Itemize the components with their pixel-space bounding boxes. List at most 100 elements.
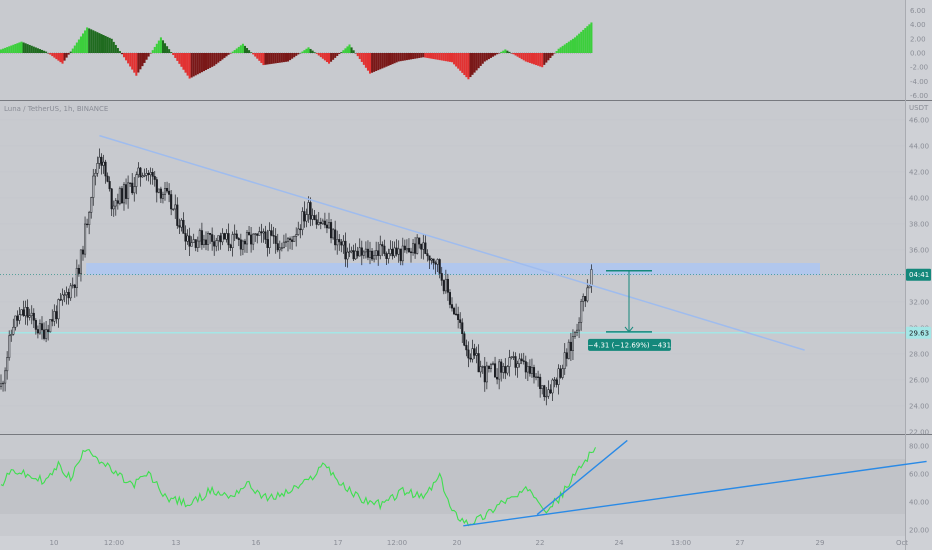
candle-body [586, 287, 589, 302]
histogram-bar [145, 53, 148, 60]
histogram-bar [55, 53, 58, 60]
histogram-bar [168, 49, 171, 53]
candle-body [332, 229, 335, 239]
histogram-bar [508, 51, 511, 53]
rsi-band [0, 459, 905, 514]
candle-body [450, 304, 454, 309]
oscillator-pane[interactable] [0, 0, 905, 100]
histogram-bar [375, 53, 378, 72]
candle-body [43, 329, 46, 339]
histogram-bar [215, 53, 218, 65]
candle-body [90, 197, 93, 213]
histogram-bar [571, 38, 574, 53]
candle-body [127, 182, 130, 199]
candle-body [96, 163, 99, 174]
candle-body [317, 222, 320, 225]
symbol-title[interactable]: Luna / TetherUS, 1h, BINANCE [4, 105, 108, 113]
support-zone[interactable] [86, 263, 821, 275]
candle-body [578, 322, 581, 331]
candle-body [2, 382, 5, 385]
descending-trendline[interactable] [99, 134, 805, 351]
candle-body [569, 341, 572, 351]
histogram-bar [522, 53, 525, 61]
candle-body [186, 235, 189, 242]
histogram-bar [190, 53, 193, 78]
histogram-bar [178, 53, 181, 64]
candle-body [170, 194, 173, 210]
histogram-bar [108, 37, 111, 53]
histogram-bar [96, 32, 99, 53]
candle-body [571, 336, 575, 351]
candle-body [346, 251, 349, 260]
histogram-bar [469, 53, 472, 78]
candle-body [129, 182, 132, 184]
candle-body [241, 240, 244, 250]
histogram-bar [133, 53, 136, 73]
candle-body [582, 296, 585, 302]
time-tick-label: 16 [252, 539, 261, 547]
histogram-bar [471, 53, 474, 75]
candle-body [59, 299, 62, 301]
histogram-bar [510, 53, 513, 54]
candle-body [276, 243, 279, 251]
candle-body [104, 161, 107, 177]
measure-tool[interactable]: −4.31 (−12.69%) −431 [588, 270, 671, 351]
candle-body [407, 248, 410, 253]
oscillator-histogram [0, 22, 593, 80]
candle-body [161, 194, 164, 199]
time-tick-label: 27 [736, 539, 745, 547]
candle-body [512, 356, 515, 358]
candle-body [143, 175, 146, 177]
histogram-bar [24, 43, 27, 53]
candle-body [250, 234, 253, 245]
histogram-bar [172, 53, 175, 56]
histogram-bar [317, 53, 320, 56]
candle-body [209, 232, 212, 235]
histogram-bar [59, 53, 62, 63]
candle-body [182, 219, 185, 234]
histogram-bar [385, 53, 388, 67]
candle-body [55, 311, 58, 320]
candle-body [153, 176, 156, 180]
candle-body [446, 278, 449, 293]
histogram-bar [530, 53, 533, 64]
histogram-bar [262, 53, 265, 66]
candle-body [381, 244, 384, 247]
candle-body [524, 361, 527, 373]
candle-body [418, 237, 421, 245]
candle-body [207, 232, 210, 245]
histogram-bar [438, 53, 441, 61]
candle-body [34, 320, 37, 330]
candle-body [340, 241, 343, 246]
histogram-bar [379, 53, 382, 70]
time-axis[interactable] [0, 536, 905, 550]
candle-body [293, 236, 296, 242]
histogram-bar [473, 53, 476, 73]
histogram-bar [77, 39, 80, 53]
histogram-bar [545, 53, 548, 63]
candle-body [299, 228, 302, 231]
measure-label-box [588, 338, 671, 351]
histogram-bar [559, 47, 562, 53]
candle-body [526, 366, 529, 373]
candle-body [194, 239, 197, 248]
time-tick-label: 12:00 [387, 539, 407, 547]
candle-body [30, 312, 33, 316]
histogram-bar [565, 43, 568, 53]
candle-body [563, 352, 566, 369]
candle-body [438, 259, 441, 274]
histogram-bar [248, 50, 251, 53]
candle-body [88, 212, 91, 226]
histogram-bar [494, 53, 497, 56]
histogram-bar [442, 53, 445, 61]
histogram-bar [141, 53, 144, 67]
candle-body [108, 181, 111, 190]
candle-body [514, 356, 517, 368]
histogram-bar [104, 35, 107, 53]
candle-body [81, 249, 85, 255]
histogram-bar [2, 48, 5, 53]
candle-body [243, 240, 246, 245]
candle-body [473, 348, 476, 356]
candle-body [67, 292, 70, 299]
